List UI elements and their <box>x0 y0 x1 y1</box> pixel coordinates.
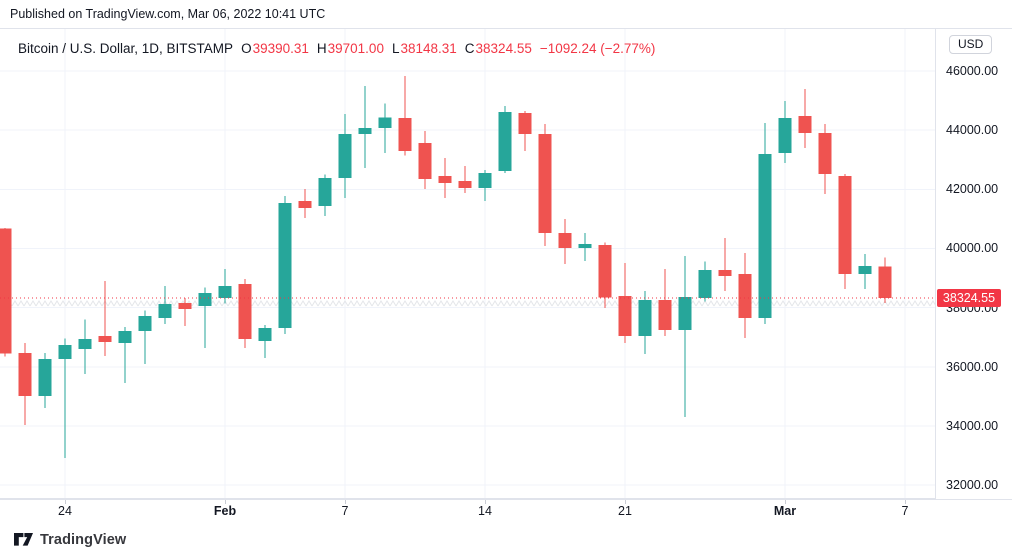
time-tick-mark <box>485 500 486 504</box>
published-bar: Published on TradingView.com, Mar 06, 20… <box>0 0 1012 28</box>
published-caption: Published on TradingView.com, Mar 06, 20… <box>10 7 326 21</box>
chart-frame: Bitcoin / U.S. Dollar, 1D, BITSTAMP O 393… <box>0 28 1012 521</box>
candle <box>878 257 892 304</box>
candle <box>298 189 312 219</box>
gridlines <box>0 29 935 499</box>
candle <box>758 123 772 325</box>
candlestick-chart[interactable] <box>0 29 935 499</box>
candle <box>258 324 272 358</box>
candle <box>358 85 372 169</box>
currency-badge: USD <box>949 35 993 54</box>
time-tick-mark <box>345 500 346 504</box>
candle <box>198 287 212 348</box>
candle <box>778 100 792 163</box>
candle <box>158 285 172 324</box>
candle <box>118 326 132 384</box>
last-price-badge: 38324.55 <box>937 289 1001 308</box>
candles <box>0 76 892 458</box>
price-line-hatch-band <box>0 299 935 310</box>
time-tick-mark <box>785 500 786 504</box>
candle <box>398 76 412 156</box>
candle <box>558 219 572 265</box>
price-tick-label: 42000.00 <box>946 182 999 197</box>
high-readout: H 39701.00 <box>316 40 384 56</box>
candle <box>378 103 392 153</box>
symbol-title: Bitcoin / U.S. Dollar, 1D, BITSTAMP <box>18 40 234 56</box>
candle <box>518 110 532 152</box>
close-readout: C 38324.55 <box>464 40 532 56</box>
candle <box>418 131 432 190</box>
time-tick-label: Feb <box>213 504 237 518</box>
candle <box>538 124 552 247</box>
candle <box>178 297 192 326</box>
candle <box>618 263 632 344</box>
candle <box>0 228 12 357</box>
candle <box>858 254 872 290</box>
time-tick-label: 7 <box>341 504 349 518</box>
candle <box>738 253 752 338</box>
symbol-legend: Bitcoin / U.S. Dollar, 1D, BITSTAMP O 393… <box>18 39 655 57</box>
time-tick-label: 21 <box>618 504 632 518</box>
candle <box>638 291 652 355</box>
time-tick-mark <box>625 500 626 504</box>
time-tick-label: 7 <box>901 504 909 518</box>
candle <box>658 269 672 337</box>
time-tick-label: 24 <box>58 504 72 518</box>
candle <box>818 124 832 195</box>
price-tick-label: 36000.00 <box>946 359 999 374</box>
candle <box>438 158 452 199</box>
time-tick-mark <box>65 500 66 504</box>
candle <box>838 173 852 290</box>
candle <box>18 342 32 426</box>
candle <box>698 261 712 302</box>
time-tick-label: 14 <box>478 504 492 518</box>
time-tick-mark <box>225 500 226 504</box>
tradingview-brand[interactable]: TradingView <box>40 531 127 548</box>
candle <box>678 256 692 418</box>
candle <box>78 319 92 374</box>
price-axis[interactable]: USD 46000.00 44000.00 42000.00 40000.00 3800… <box>935 29 1012 521</box>
footer: TradingView <box>0 521 1012 558</box>
price-tick-label: 40000.00 <box>946 241 999 256</box>
candle <box>458 166 472 194</box>
candle <box>798 89 812 149</box>
candle <box>598 242 612 309</box>
candle <box>338 114 352 199</box>
candle <box>98 281 112 356</box>
candle <box>238 279 252 348</box>
time-tick-mark <box>905 500 906 504</box>
open-readout: O 39390.31 <box>241 40 309 56</box>
candle <box>58 338 72 458</box>
time-tick-label: Mar <box>773 504 797 518</box>
candle <box>278 195 292 335</box>
price-tick-label: 44000.00 <box>946 123 999 138</box>
candle <box>718 238 732 292</box>
candle <box>478 170 492 202</box>
candle <box>138 310 152 364</box>
chart-pane[interactable]: Bitcoin / U.S. Dollar, 1D, BITSTAMP O 393… <box>0 29 935 499</box>
candle <box>38 352 52 409</box>
price-tick-label: 34000.00 <box>946 418 999 433</box>
candle <box>498 105 512 174</box>
price-tick-label: 46000.00 <box>946 64 999 78</box>
candle <box>318 174 332 216</box>
time-axis[interactable]: 24 Feb 7 14 21 Mar 7 <box>0 499 1012 521</box>
candle <box>578 233 592 262</box>
low-readout: L 38148.31 <box>391 40 457 56</box>
tradingview-logo-icon[interactable] <box>14 532 33 547</box>
change-readout: −1092.24 (−2.77%) <box>539 40 656 56</box>
price-tick-label: 32000.00 <box>946 478 999 493</box>
